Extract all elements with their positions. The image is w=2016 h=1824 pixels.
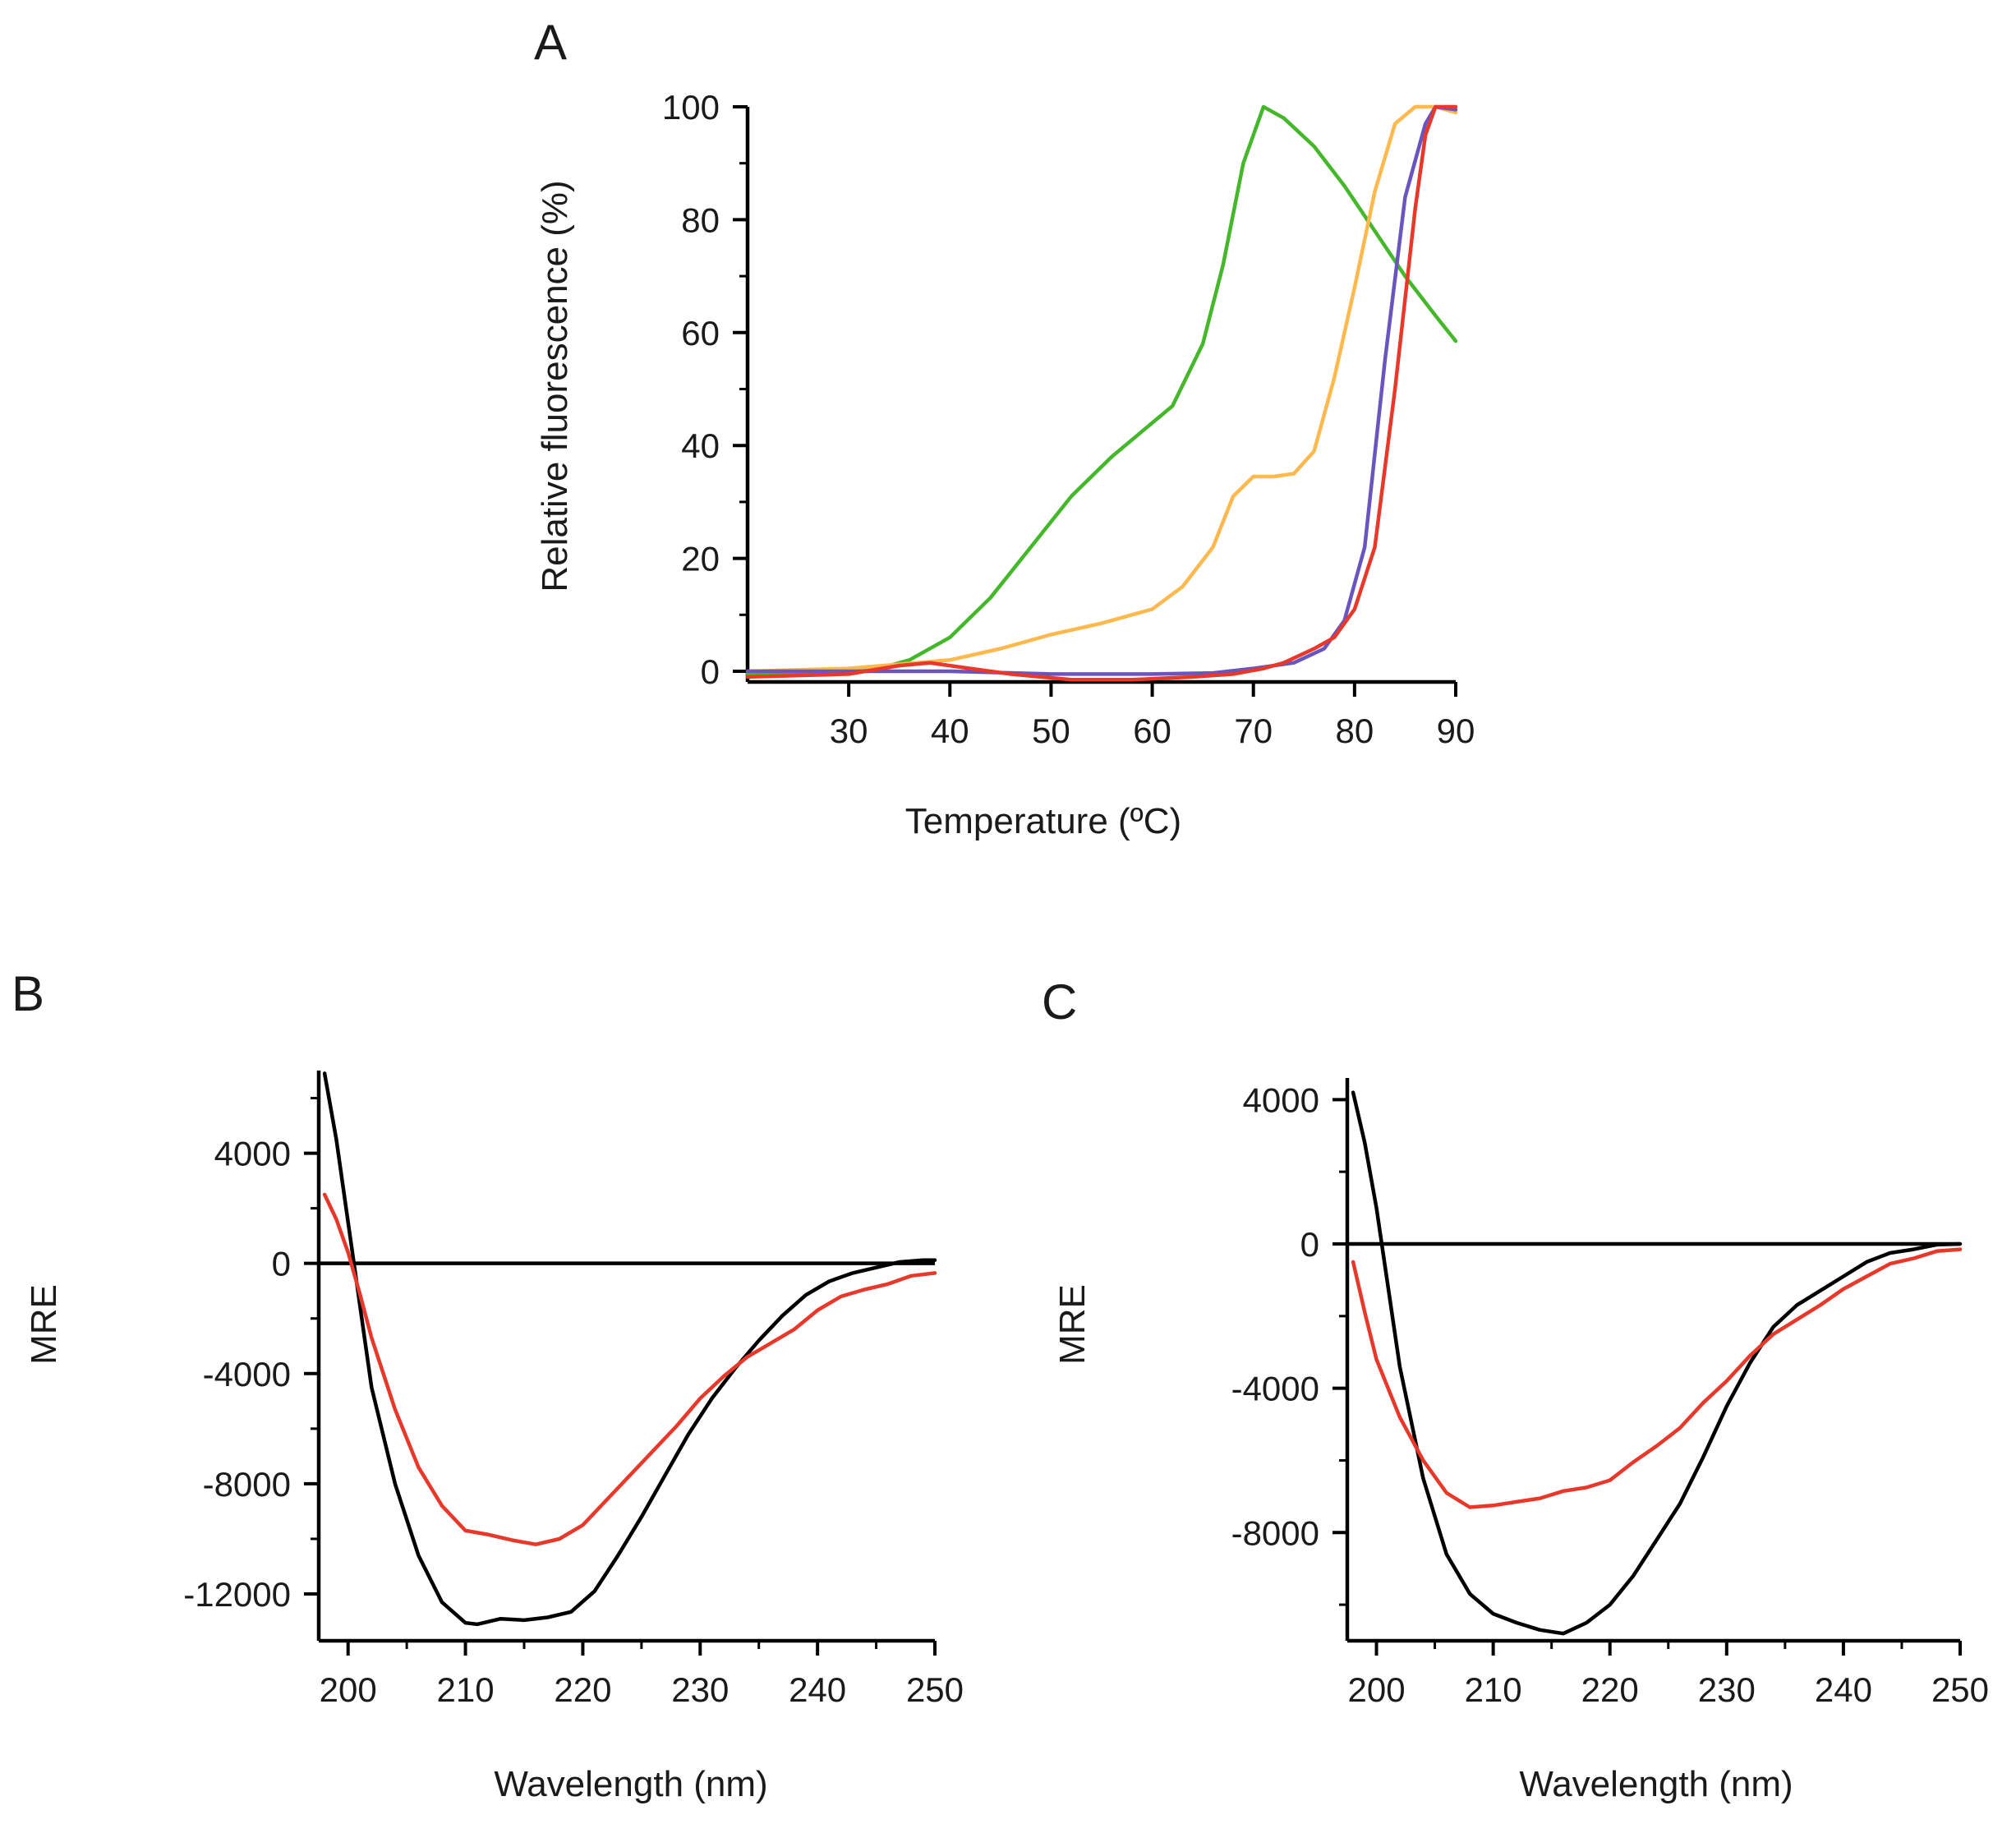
panel-b-series-red <box>322 1192 937 1546</box>
panel-a-x-tick-label: 40 <box>931 712 969 750</box>
panel-c-x-tick-label: 220 <box>1581 1670 1639 1709</box>
panel-a-plot: 0 20 40 60 80 100 30 40 50 60 70 80 90 <box>662 88 1475 750</box>
panel-a-series-red <box>745 104 1458 682</box>
panel-b-x-tick-label: 220 <box>554 1670 611 1709</box>
panel-a-series-orange <box>745 104 1458 674</box>
panel-b: B 4000 0 -4000 -8000 -12000 200 210 220 230 240 25… <box>12 966 964 1804</box>
panel-a-series-purple <box>745 104 1458 676</box>
panel-a-x-tick-label: 50 <box>1032 712 1070 750</box>
panel-b-y-tick-label: -4000 <box>203 1355 291 1393</box>
panel-a-x-tick-label: 70 <box>1234 712 1273 750</box>
panel-c-series-red <box>1351 1247 1963 1509</box>
panel-c-y-tick-label: 0 <box>1300 1225 1319 1264</box>
panel-c-x-tick-label: 240 <box>1815 1670 1872 1709</box>
panel-c-plot: 4000 0 -4000 -8000 200 210 220 230 240 250 <box>1231 1078 1989 1709</box>
panel-a-x-tick-label: 30 <box>830 712 868 750</box>
panel-label-a: A <box>534 15 567 70</box>
panel-c-x-tick-label: 200 <box>1347 1670 1405 1709</box>
panel-b-series-black <box>322 1071 937 1627</box>
panel-c-xlabel: Wavelength (nm) <box>1519 1764 1793 1804</box>
panel-a-x-tick-label: 60 <box>1133 712 1171 750</box>
panel-a-xlabel: Temperature (ºC) <box>905 801 1181 841</box>
panel-c-x-tick-label: 210 <box>1465 1670 1522 1709</box>
panel-b-y-tick-label: -12000 <box>183 1575 291 1614</box>
panel-b-plot: 4000 0 -4000 -8000 -12000 200 210 220 230 240 250 <box>183 1071 964 1709</box>
panel-a-y-tick-label: 60 <box>681 314 720 352</box>
panel-b-x-tick-label: 200 <box>320 1670 377 1709</box>
panel-c-series-black <box>1351 1090 1963 1636</box>
panel-a-ylabel: Relative fluorescence (%) <box>535 180 575 592</box>
panel-label-c: C <box>1042 974 1077 1029</box>
panel-a-y-tick-label: 0 <box>701 652 720 691</box>
panel-c-y-tick-label: 4000 <box>1243 1080 1319 1119</box>
panel-b-xlabel: Wavelength (nm) <box>494 1764 767 1804</box>
panel-a-x-tick-label: 80 <box>1335 712 1374 750</box>
panel-c-x-tick-label: 250 <box>1931 1670 1989 1709</box>
panel-c-y-tick-label: -8000 <box>1231 1513 1319 1552</box>
panel-c-y-tick-label: -4000 <box>1231 1370 1319 1408</box>
panel-b-x-tick-label: 210 <box>437 1670 495 1709</box>
panel-a-series-green <box>745 104 1458 676</box>
panel-a-y-tick-label: 80 <box>681 200 720 239</box>
panel-a-y-tick-label: 100 <box>662 88 720 127</box>
panel-label-b: B <box>12 966 44 1021</box>
panel-a-y-tick-label: 20 <box>681 540 720 578</box>
panel-b-y-tick-label: -8000 <box>203 1465 291 1504</box>
panel-c: C 4000 0 -4000 -8000 200 210 220 230 240 250 Wave… <box>1042 974 1989 1804</box>
panel-b-x-tick-label: 240 <box>789 1670 846 1709</box>
panel-b-y-tick-label: 0 <box>272 1245 291 1283</box>
panel-c-x-tick-label: 230 <box>1698 1670 1756 1709</box>
panel-b-ylabel: MRE <box>24 1284 64 1365</box>
panel-a-y-tick-label: 40 <box>681 426 720 465</box>
panel-c-ylabel: MRE <box>1052 1284 1093 1365</box>
panel-b-x-tick-label: 230 <box>671 1670 729 1709</box>
panel-b-y-tick-label: 4000 <box>214 1135 291 1173</box>
panel-b-x-tick-label: 250 <box>906 1670 964 1709</box>
panel-a-x-tick-label: 90 <box>1437 712 1475 750</box>
panel-a: A 0 20 40 60 80 100 30 40 50 60 70 80 90 Temperature… <box>534 15 1475 841</box>
